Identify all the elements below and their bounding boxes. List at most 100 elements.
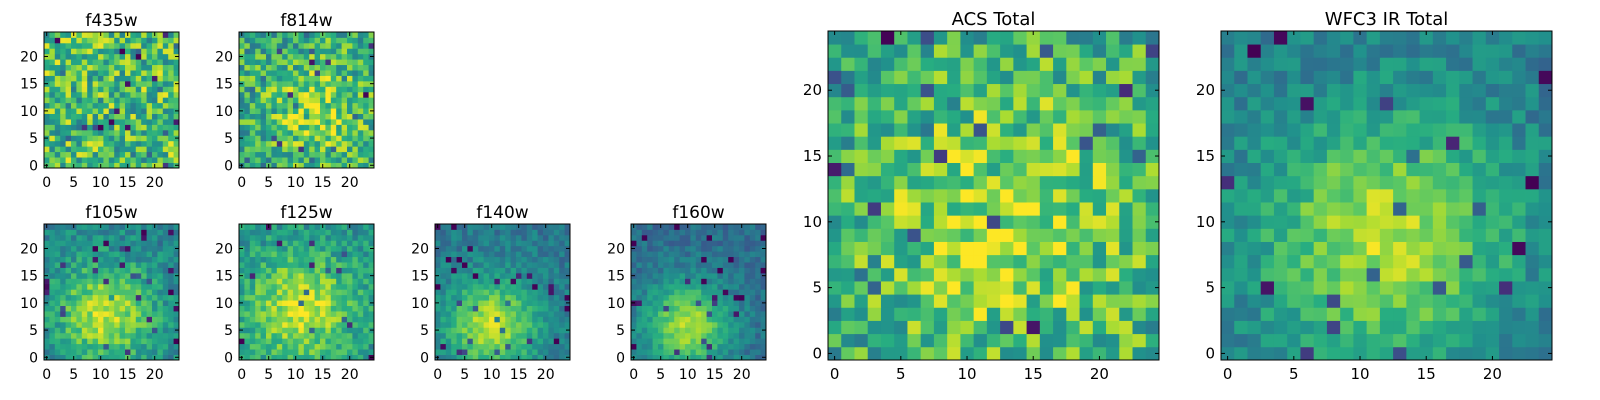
heatmap-cell <box>467 354 474 361</box>
heatmap-cell <box>103 251 110 258</box>
heatmap-cell <box>54 294 61 301</box>
heatmap-cell <box>1538 241 1553 256</box>
heatmap-cell <box>1353 188 1368 203</box>
heatmap-cell <box>357 289 364 296</box>
heatmap-cell <box>98 305 104 312</box>
heatmap-cell <box>1026 228 1041 242</box>
heatmap-cell <box>114 300 120 306</box>
heatmap-cell <box>462 294 468 301</box>
heatmap-cell <box>647 267 653 274</box>
heatmap-cell <box>303 129 310 136</box>
heatmap-cell <box>1013 346 1027 361</box>
heatmap-cell <box>44 278 50 285</box>
heatmap-cell <box>641 245 648 252</box>
heatmap-cell <box>320 80 326 87</box>
heatmap-cell <box>325 262 332 268</box>
heatmap-cell <box>141 124 147 131</box>
heatmap-cell <box>255 53 261 60</box>
heatmap-cell <box>1234 346 1248 361</box>
heatmap-cell <box>87 321 93 328</box>
heatmap-cell <box>728 262 734 268</box>
heatmap-cell <box>65 91 72 98</box>
heatmap-cell <box>1039 70 1054 85</box>
heatmap-cell <box>1379 215 1394 229</box>
heatmap-cell <box>65 354 72 361</box>
heatmap-cell <box>76 262 83 268</box>
heatmap-cell <box>341 245 348 252</box>
heatmap-cell <box>494 251 501 258</box>
heatmap-cell <box>1432 175 1447 190</box>
heatmap-cell <box>986 307 1001 321</box>
heatmap-cell <box>271 229 278 236</box>
heatmap-cell <box>510 332 517 339</box>
heatmap-cell <box>54 108 61 114</box>
heatmap-cell <box>1432 346 1447 361</box>
heatmap-cell <box>986 188 1001 203</box>
heatmap-cell <box>553 262 560 268</box>
heatmap-cell <box>652 305 659 312</box>
heatmap-cell <box>1300 149 1315 163</box>
heatmap-cell <box>309 321 315 328</box>
heatmap-cell <box>76 316 83 323</box>
heatmap-cell <box>98 108 104 114</box>
heatmap-cell <box>173 59 180 66</box>
heatmap-cell <box>314 140 321 147</box>
heatmap-cell <box>119 97 126 104</box>
heatmap-cell <box>521 311 528 317</box>
heatmap-cell <box>564 338 571 345</box>
heatmap-cell <box>1053 228 1067 242</box>
heatmap-cell <box>1379 307 1394 321</box>
heatmap-cell <box>125 97 131 104</box>
heatmap-cell <box>347 327 353 334</box>
heatmap-cell <box>103 305 110 312</box>
heatmap-cell <box>119 37 126 44</box>
heatmap-cell <box>49 283 56 290</box>
heatmap-cell <box>679 234 686 241</box>
heatmap-cell <box>352 108 359 114</box>
heatmap-cell <box>1092 162 1107 177</box>
heatmap-cell <box>320 305 326 312</box>
x-tick-label: 0 <box>830 365 840 383</box>
heatmap-cell <box>336 338 342 345</box>
heatmap-cell <box>564 240 571 247</box>
heatmap-cell <box>1106 188 1120 203</box>
heatmap-cell <box>1039 254 1054 269</box>
heatmap-cell <box>973 346 988 361</box>
heatmap-cell <box>60 267 66 274</box>
heatmap-cell <box>722 234 729 241</box>
heatmap-cell <box>130 267 137 274</box>
heatmap-cell <box>49 300 56 306</box>
heatmap-cell <box>532 311 538 317</box>
heatmap-cell <box>347 234 353 241</box>
heatmap-cell <box>293 124 299 131</box>
heatmap-cell <box>320 289 326 296</box>
heatmap-cell <box>647 321 653 328</box>
heatmap-cell <box>173 343 180 350</box>
heatmap-cell <box>478 343 484 350</box>
heatmap-cell <box>728 316 734 323</box>
heatmap-cell <box>920 31 935 45</box>
heatmap-cell <box>1300 307 1315 321</box>
heatmap-cell <box>663 234 670 241</box>
heatmap-cell <box>336 251 342 258</box>
heatmap-cell <box>255 140 261 147</box>
heatmap-cell <box>505 321 511 328</box>
heatmap-cell <box>1538 228 1553 242</box>
heatmap-cell <box>255 311 261 317</box>
heatmap-cell <box>1119 241 1133 256</box>
y-tick-label: 10 <box>20 104 38 120</box>
heatmap-cell <box>330 321 337 328</box>
heatmap-cell <box>255 48 261 55</box>
heatmap-cell <box>146 37 153 44</box>
heatmap-cell <box>760 224 767 230</box>
heatmap-cell <box>1393 346 1407 361</box>
heatmap-cell <box>76 300 83 306</box>
heatmap-cell <box>652 316 659 323</box>
heatmap-cell <box>1132 320 1147 335</box>
heatmap-cell <box>341 124 348 131</box>
heatmap-cell <box>357 102 364 109</box>
heatmap-cell <box>54 267 61 274</box>
heatmap-cell <box>130 135 137 142</box>
heatmap-cell <box>1446 162 1460 177</box>
heatmap-cell <box>894 44 908 58</box>
